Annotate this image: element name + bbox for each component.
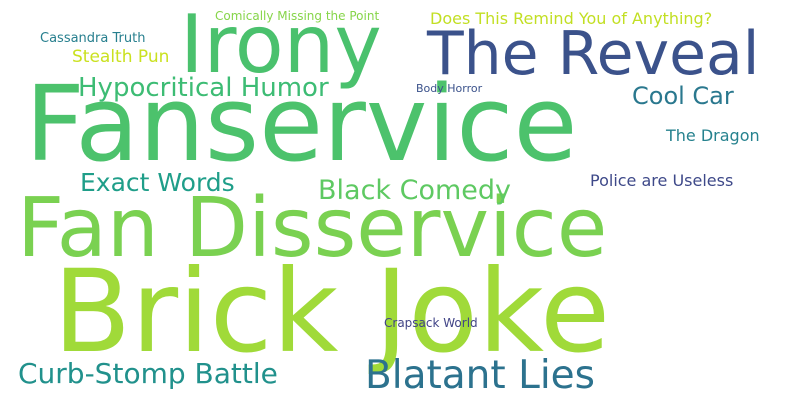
word-blatant-lies: Blatant Lies [365, 353, 595, 398]
word-black-comedy: Black Comedy [318, 175, 512, 206]
word-curb-stomp-battle: Curb-Stomp Battle [18, 357, 278, 390]
word-exact-words: Exact Words [80, 168, 235, 197]
word-stealth-pun: Stealth Pun [72, 47, 170, 67]
word-hypocritical-humor: Hypocritical Humor [78, 73, 329, 103]
word-body-horror: Body Horror [416, 82, 483, 95]
word-fan-disservice: Fan Disservice [17, 181, 608, 276]
word-police-are-useless: Police are Useless [590, 171, 734, 190]
word-fanservice: Fanservice [25, 63, 578, 185]
word-irony: Irony [180, 0, 382, 91]
word-the-reveal: The Reveal [427, 19, 760, 89]
word-brick-joke: Brick Joke [53, 245, 611, 378]
word-does-this-remind-you: Does This Remind You of Anything? [430, 9, 713, 28]
word-the-dragon: The Dragon [666, 126, 760, 145]
word-cool-car: Cool Car [632, 82, 734, 110]
word-cassandra-truth: Cassandra Truth [40, 31, 146, 46]
word-crapsack-world: Crapsack World [384, 316, 478, 330]
word-comically-missing-the-point: Comically Missing the Point [215, 9, 380, 23]
